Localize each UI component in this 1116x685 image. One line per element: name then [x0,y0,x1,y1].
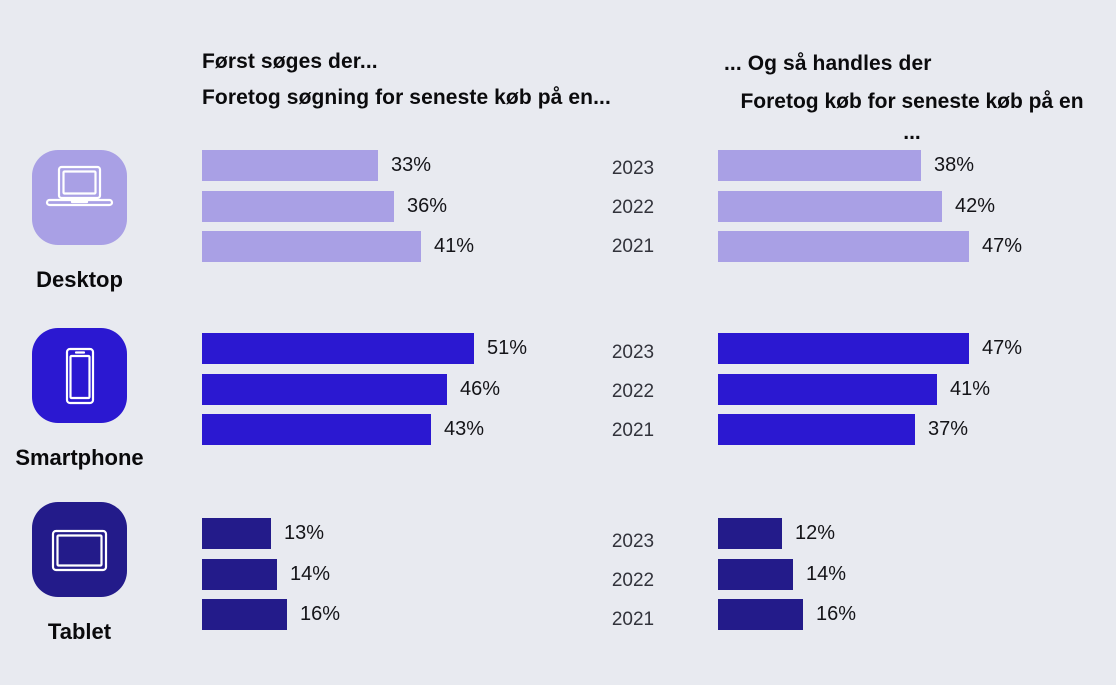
search-bar-tablet-2023 [202,518,271,549]
year-label-smartphone-2022: 2022 [611,381,655,402]
search-bar-tablet-2022 [202,559,277,590]
search-value-tablet-2023: 13% [284,522,325,544]
laptop-icon [45,165,114,207]
purchase-value-desktop-2021: 47% [982,235,1023,257]
year-label-smartphone-2023: 2023 [611,342,655,363]
search-value-tablet-2021: 16% [300,603,341,625]
purchase-bar-desktop-2021 [718,231,969,262]
search-value-smartphone-2023: 51% [487,337,528,359]
purchase-subtitle-line1: Foretog køb for seneste køb på en [740,90,1084,113]
search-bar-desktop-2021 [202,231,421,262]
search-value-smartphone-2021: 43% [444,418,485,440]
search-value-desktop-2023: 33% [391,154,432,176]
purchase-bar-desktop-2023 [718,150,921,181]
smartphone-icon [65,347,95,405]
search-column-title: Først søges der... [202,50,378,73]
device-icon-tablet [32,502,127,597]
search-bar-smartphone-2023 [202,333,474,364]
tablet-icon [51,529,108,572]
purchase-value-desktop-2023: 38% [934,154,975,176]
year-label-tablet-2021: 2021 [611,609,655,630]
purchase-value-smartphone-2023: 47% [982,337,1023,359]
purchase-value-desktop-2022: 42% [955,195,996,217]
search-value-smartphone-2022: 46% [460,378,501,400]
purchase-bar-tablet-2022 [718,559,793,590]
search-bar-desktop-2022 [202,191,394,222]
search-bar-smartphone-2022 [202,374,447,405]
year-label-tablet-2023: 2023 [611,531,655,552]
purchase-column-subtitle: Foretog køb for seneste køb på en ... [718,86,1106,148]
search-bar-tablet-2021 [202,599,287,630]
purchase-bar-smartphone-2023 [718,333,969,364]
purchase-value-smartphone-2021: 37% [928,418,969,440]
purchase-bar-smartphone-2022 [718,374,937,405]
purchase-value-tablet-2023: 12% [795,522,836,544]
device-icon-desktop [32,150,127,245]
purchase-value-tablet-2021: 16% [816,603,857,625]
purchase-bar-tablet-2021 [718,599,803,630]
year-label-tablet-2022: 2022 [611,570,655,591]
search-bar-desktop-2023 [202,150,378,181]
purchase-bar-tablet-2023 [718,518,782,549]
year-label-desktop-2022: 2022 [611,197,655,218]
purchase-subtitle-line2: ... [903,121,921,144]
search-bar-smartphone-2021 [202,414,431,445]
year-label-desktop-2021: 2021 [611,236,655,257]
search-value-desktop-2021: 41% [434,235,475,257]
purchase-column-title: ... Og så handles der [724,52,932,75]
search-column-subtitle: Foretog søgning for seneste køb på en... [202,86,611,109]
device-icon-smartphone [32,328,127,423]
search-value-tablet-2022: 14% [290,563,331,585]
purchase-bar-desktop-2022 [718,191,942,222]
purchase-bar-smartphone-2021 [718,414,915,445]
purchase-value-tablet-2022: 14% [806,563,847,585]
device-label-desktop: Desktop [36,267,123,292]
device-label-smartphone: Smartphone [15,445,144,470]
year-label-desktop-2023: 2023 [611,158,655,179]
search-value-desktop-2022: 36% [407,195,448,217]
device-label-tablet: Tablet [47,619,112,644]
purchase-value-smartphone-2022: 41% [950,378,991,400]
year-label-smartphone-2021: 2021 [611,420,655,441]
